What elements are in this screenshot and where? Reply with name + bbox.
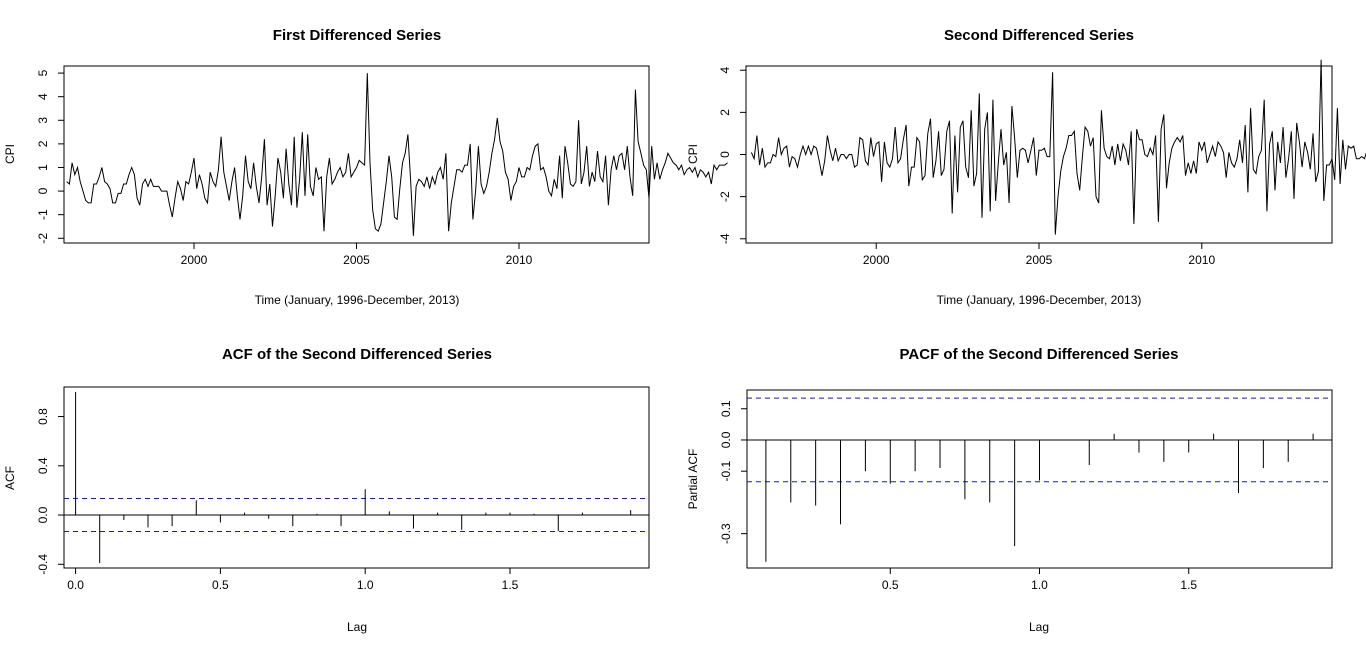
y-tick-label: -0.1	[719, 461, 733, 482]
x-tick-label: 1.5	[502, 578, 519, 592]
y-tick-label: 5	[36, 69, 50, 76]
y-tick-label: 1	[36, 164, 50, 171]
y-tick-label: 3	[36, 117, 50, 124]
x-tick-label: 1.5	[1180, 578, 1197, 592]
y-axis-label: CPI	[3, 144, 17, 164]
y-tick-label: -2	[36, 233, 50, 244]
y-tick-label: 0.0	[719, 431, 733, 448]
y-tick-label: -0.3	[719, 523, 733, 544]
y-tick-label: -0.4	[36, 554, 50, 575]
series-marks	[750, 59, 1366, 235]
y-tick-label: 2	[36, 140, 50, 147]
y-tick-label: 0.1	[719, 400, 733, 417]
x-axis-label: Time (January, 1996-December, 2013)	[937, 293, 1142, 307]
x-tick-label: 2000	[181, 253, 208, 267]
x-tick-label: 1.0	[357, 578, 374, 592]
y-tick-label: 4	[718, 67, 732, 74]
y-axis-label: Partial ACF	[686, 449, 700, 510]
acf-panel: ACF of the Second Differenced Series Lag…	[3, 346, 650, 634]
axis-ticks: 2000 2005 2010 -4 -2 0 2 4	[718, 67, 1215, 267]
x-axis-label: Lag	[1029, 620, 1049, 634]
x-tick-label: 2000	[863, 253, 890, 267]
x-tick-label: 2005	[1026, 253, 1053, 267]
y-tick-label: -2	[718, 191, 732, 202]
series-marks	[64, 391, 649, 564]
x-axis-label: Lag	[347, 620, 367, 634]
y-axis-label: ACF	[3, 466, 17, 490]
y-tick-label: 0	[718, 151, 732, 158]
pacf-panel: PACF of the Second Differenced Series La…	[686, 346, 1333, 634]
panel-title: ACF of the Second Differenced Series	[222, 346, 492, 363]
panel-title: First Differenced Series	[273, 27, 441, 44]
first-differenced-panel: First Differenced Series Time (January, …	[3, 27, 728, 307]
panel-title: Second Differenced Series	[944, 27, 1134, 44]
series-marks	[66, 73, 728, 236]
y-tick-label: -1	[36, 209, 50, 220]
x-tick-label: 0.5	[212, 578, 229, 592]
axis-ticks: 0.0 0.5 1.0 1.5 -0.4 0.0 0.4 0.8	[36, 408, 519, 592]
x-tick-label: 0.5	[882, 578, 899, 592]
x-tick-label: 1.0	[1031, 578, 1048, 592]
y-tick-label: 0	[36, 187, 50, 194]
y-tick-label: 0.4	[36, 457, 50, 474]
plot-frame	[63, 386, 650, 569]
x-axis-label: Time (January, 1996-December, 2013)	[255, 293, 460, 307]
plot-frame	[63, 65, 650, 244]
y-tick-label: -4	[718, 233, 732, 244]
series-line	[750, 59, 1366, 235]
series-marks	[747, 397, 1332, 562]
second-differenced-panel: Second Differenced Series Time (January,…	[686, 27, 1366, 307]
axis-ticks: 0.5 1.0 1.5 -0.3 -0.1 0.0 0.1	[719, 400, 1197, 592]
y-tick-label: 0.8	[36, 408, 50, 425]
axis-ticks: 2000 2005 2010 -2 -1 0 1 2 3 4 5	[36, 69, 533, 267]
x-tick-label: 2010	[1188, 253, 1215, 267]
y-tick-label: 2	[718, 109, 732, 116]
y-tick-label: 4	[36, 93, 50, 100]
series-line	[66, 73, 728, 236]
y-tick-label: 0.0	[36, 506, 50, 523]
x-tick-label: 2005	[343, 253, 370, 267]
x-tick-label: 0.0	[67, 578, 84, 592]
panel-title: PACF of the Second Differenced Series	[900, 346, 1179, 363]
x-tick-label: 2010	[506, 253, 533, 267]
y-axis-label: CPI	[686, 144, 700, 164]
